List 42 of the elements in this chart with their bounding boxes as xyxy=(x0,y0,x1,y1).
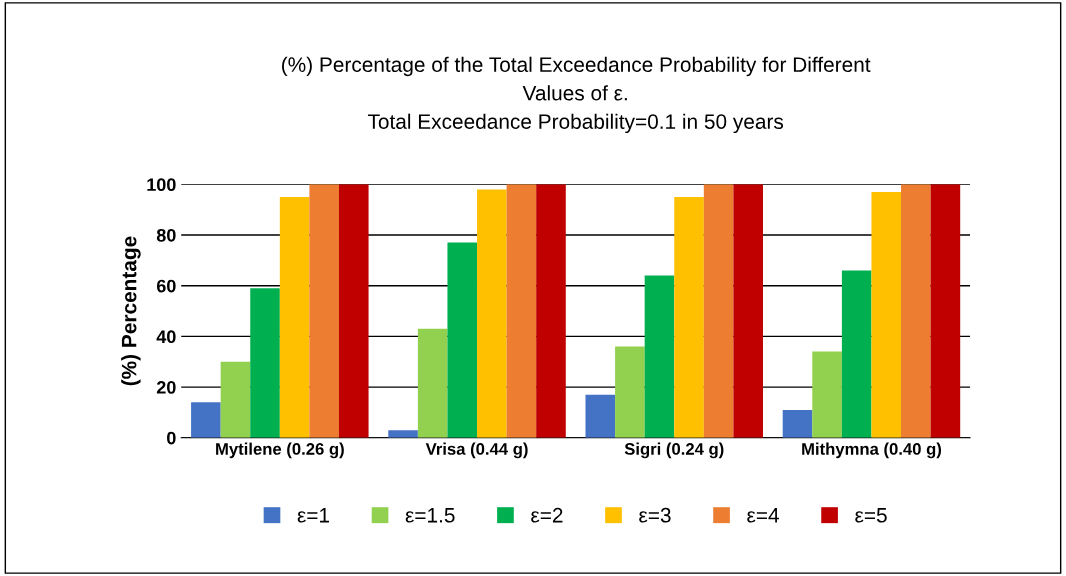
legend-label: ε=3 xyxy=(639,507,671,523)
bar xyxy=(871,191,902,438)
y-tick-label: 0 xyxy=(167,431,176,445)
bar xyxy=(309,184,339,438)
chart-title: (%) Percentage of the Total Exceedance Probability for Different Values of ε. Total Exceedance Probability=0.1 in 50 years xyxy=(282,56,871,134)
bar xyxy=(279,196,310,438)
y-tick-label: 80 xyxy=(156,228,176,242)
bar xyxy=(930,184,961,438)
bar xyxy=(417,328,448,438)
legend-label: ε=2 xyxy=(531,507,563,523)
y-tick-label: 60 xyxy=(156,279,176,293)
bar xyxy=(585,394,616,438)
bar xyxy=(447,242,478,438)
bar xyxy=(338,184,369,438)
bar xyxy=(703,184,734,438)
y-tick-label: 20 xyxy=(156,381,176,394)
legend-label: ε=1 xyxy=(297,508,330,523)
bar xyxy=(644,275,675,438)
legend-label: ε=4 xyxy=(747,508,779,523)
x-tick-label: Sigri (0.24 g) xyxy=(624,442,724,459)
bar xyxy=(220,361,251,438)
bar xyxy=(506,184,537,438)
y-tick-label: 100 xyxy=(147,178,176,192)
legend-label: ε=5 xyxy=(855,508,887,523)
bar xyxy=(250,288,280,438)
y-tick-label: 40 xyxy=(156,330,176,344)
bar xyxy=(901,184,931,438)
bar xyxy=(477,189,507,438)
x-tick-label: Mytilene (0.26 g) xyxy=(216,442,344,459)
bar xyxy=(191,402,221,438)
legend-label: ε=1.5 xyxy=(405,508,455,523)
x-tick-label: Mithymna (0.40 g) xyxy=(802,442,942,459)
bar xyxy=(674,196,704,438)
y-axis-title: (%) Percentage xyxy=(121,236,141,386)
x-tick-label: Vrisa (0.44 g) xyxy=(425,442,528,459)
bar xyxy=(536,184,566,438)
bar xyxy=(388,430,418,438)
bar xyxy=(812,351,842,438)
bar xyxy=(841,270,872,438)
bar xyxy=(782,409,813,438)
bar xyxy=(733,184,763,438)
bar xyxy=(615,346,645,438)
